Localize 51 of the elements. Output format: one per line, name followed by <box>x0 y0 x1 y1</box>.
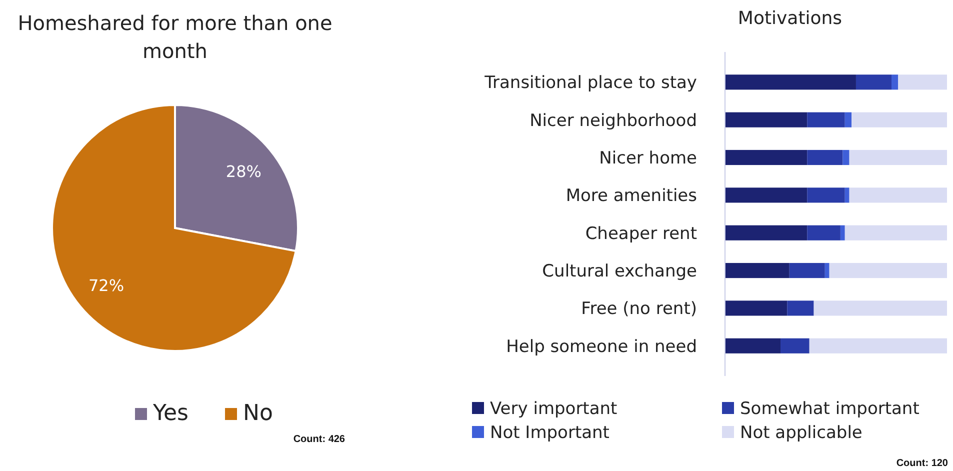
bar <box>852 112 947 128</box>
bar <box>829 262 947 278</box>
y-tick-label: Cheaper rent <box>585 224 698 244</box>
chart-title: Motivations <box>738 8 842 29</box>
bar <box>807 225 840 240</box>
bar <box>725 300 788 316</box>
bar <box>814 300 947 316</box>
pie-slice <box>51 104 297 352</box>
bar <box>840 225 845 240</box>
bar <box>807 188 845 203</box>
bar <box>725 74 856 90</box>
legend-label: Very important <box>490 399 618 419</box>
bar <box>787 300 814 316</box>
bar <box>844 225 947 240</box>
bar <box>725 225 808 240</box>
y-tick-label: Cultural exchange <box>542 262 697 282</box>
bar <box>844 188 850 203</box>
y-tick-label: More amenities <box>566 186 698 206</box>
bar <box>892 74 898 90</box>
y-tick-label: Nicer neighborhood <box>530 110 697 131</box>
bar <box>789 262 825 278</box>
bar <box>725 150 808 166</box>
bar <box>807 150 843 166</box>
bar <box>842 150 850 166</box>
legend-label: Yes <box>152 401 189 426</box>
text: Count: 120 <box>896 458 948 469</box>
legend-label: Not Important <box>490 423 610 443</box>
bar <box>849 150 947 166</box>
bar <box>809 338 947 354</box>
bar <box>780 338 810 354</box>
data-label: 72% <box>88 276 124 295</box>
bar <box>856 74 892 90</box>
bar <box>849 188 947 203</box>
legend-label: Not applicable <box>740 423 862 443</box>
chart-title: Homeshared for more than one month <box>18 11 332 63</box>
text: Count: 426 <box>293 434 346 445</box>
y-tick-label: Nicer home <box>599 148 697 168</box>
y-tick-label: Help someone in need <box>506 336 697 357</box>
y-tick-label: Transitional place to stay <box>484 73 697 94</box>
legend-label: No <box>243 401 273 426</box>
bar <box>725 262 790 278</box>
bar <box>725 338 780 354</box>
bar <box>844 112 852 128</box>
legend-label: Somewhat important <box>740 399 920 419</box>
data-label: 28% <box>226 162 262 182</box>
bar <box>725 188 808 203</box>
bar <box>898 74 947 90</box>
y-tick-label: Free (no rent) <box>581 299 697 320</box>
bar <box>824 262 830 278</box>
bar <box>807 112 845 128</box>
bar <box>725 112 808 128</box>
